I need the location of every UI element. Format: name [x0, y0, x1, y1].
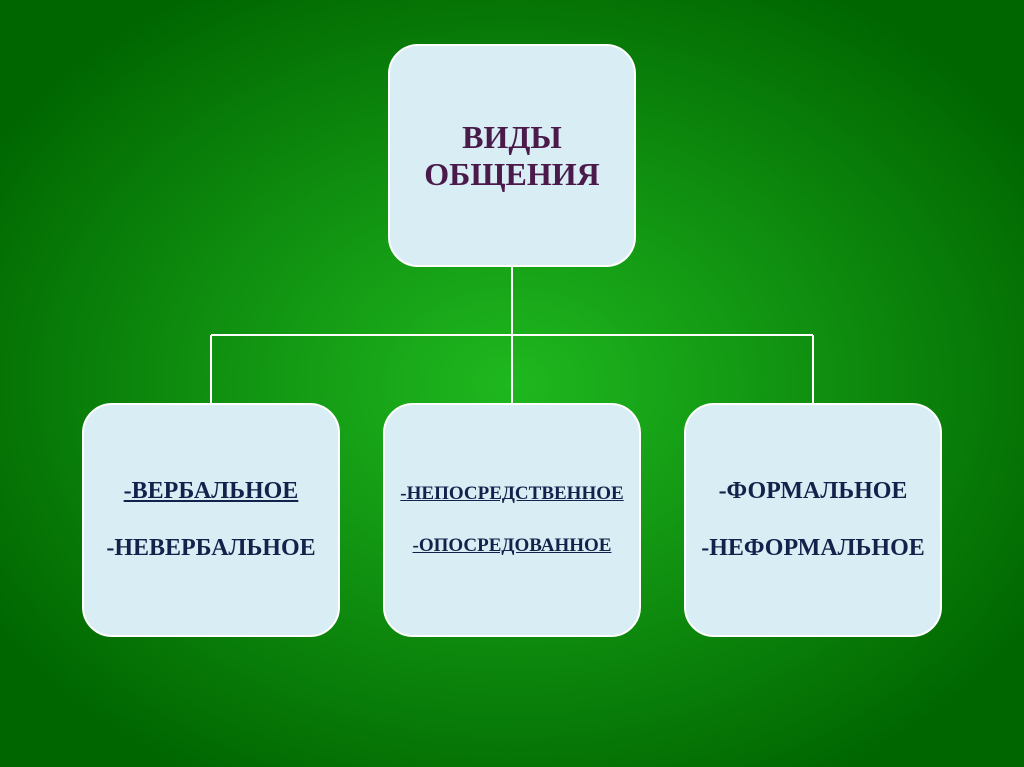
child-node-0-line-1: -НЕВЕРБАЛЬНОЕ [106, 535, 315, 562]
root-node-line-0: ВИДЫ [462, 119, 562, 156]
connector-v [210, 335, 212, 403]
slide-canvas: ВИДЫОБЩЕНИЯ -ВЕРБАЛЬНОЕ -НЕВЕРБАЛЬНОЕ -НЕПО… [0, 0, 1024, 767]
child-node-1-line-0: -НЕПОСРЕДСТВЕННОЕ [400, 483, 623, 505]
child-node-0: -ВЕРБАЛЬНОЕ -НЕВЕРБАЛЬНОЕ [82, 403, 340, 637]
child-node-1-line-1: -ОПОСРЕДОВАННОЕ [413, 535, 612, 557]
child-node-1: -НЕПОСРЕДСТВЕННОЕ -ОПОСРЕДОВАННОЕ [383, 403, 641, 637]
connector-v [812, 335, 814, 403]
child-node-2-line-0: -ФОРМАЛЬНОЕ [719, 478, 908, 505]
child-node-2: -ФОРМАЛЬНОЕ -НЕФОРМАЛЬНОЕ [684, 403, 942, 637]
root-node-line-1: ОБЩЕНИЯ [424, 156, 599, 193]
root-node: ВИДЫОБЩЕНИЯ [388, 44, 636, 267]
child-node-0-line-0: -ВЕРБАЛЬНОЕ [124, 478, 299, 505]
child-node-2-line-1: -НЕФОРМАЛЬНОЕ [701, 535, 925, 562]
connector-v [511, 267, 513, 335]
connector-v [511, 335, 513, 403]
